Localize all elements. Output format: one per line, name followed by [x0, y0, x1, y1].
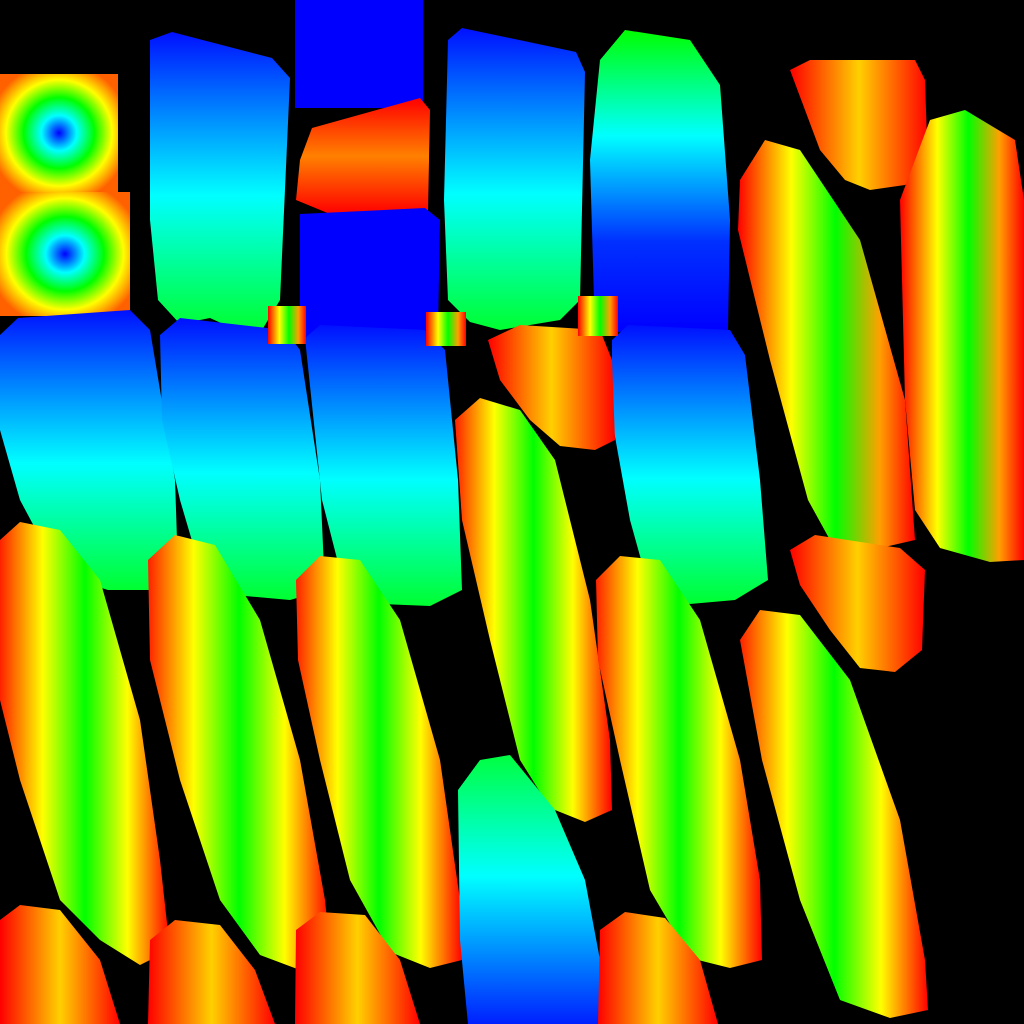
island-mid-orange [488, 325, 615, 450]
island-top-2 [444, 28, 585, 330]
island-top-3 [590, 30, 730, 332]
island-top-blue-block [295, 0, 423, 108]
fragment-bottom-4 [598, 912, 718, 1024]
island-topright-1 [790, 60, 928, 190]
ring-square-bottom [0, 192, 130, 316]
seam-blip-3 [578, 296, 618, 336]
band-center-1 [455, 398, 612, 822]
island-mid-4 [612, 325, 768, 604]
seam-blip-1 [268, 306, 306, 344]
fragment-bottom-2 [148, 920, 275, 1024]
band-right-long [740, 610, 928, 1018]
fragment-bottom-3 [295, 912, 420, 1024]
island-mid-blue-block [300, 208, 440, 338]
island-mid-1 [0, 310, 178, 590]
island-arrow-red [296, 98, 430, 214]
seam-blip-2 [426, 312, 466, 346]
fragment-bottom-1 [0, 905, 120, 1024]
band-right-upper [790, 535, 925, 672]
island-right-long-2 [900, 110, 1024, 562]
band-left-3 [296, 556, 462, 968]
band-center-2 [596, 556, 762, 968]
band-left-2 [148, 535, 330, 970]
island-mid-3 [305, 325, 462, 606]
island-mid-2 [160, 318, 325, 600]
island-top-1 [150, 32, 290, 330]
band-left-1 [0, 522, 170, 965]
island-bottom-blue [458, 755, 604, 1024]
ring-square-top [0, 74, 118, 192]
island-right-long-1 [738, 140, 915, 548]
